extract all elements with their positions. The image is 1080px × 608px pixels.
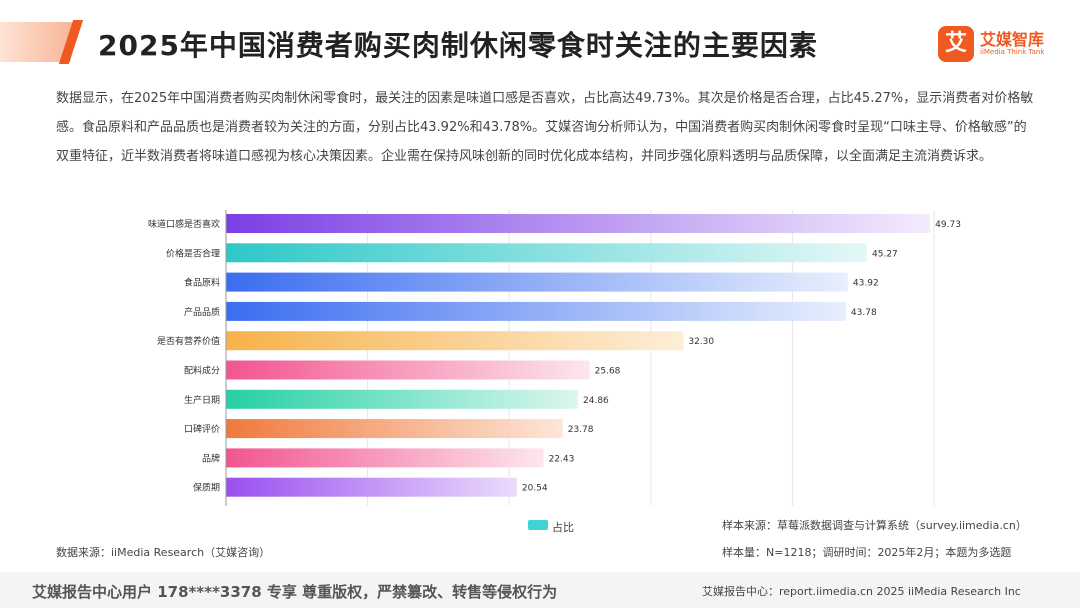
copyright-notice: 艾媒报告中心用户 178****3378 专享 尊重版权，严禁篡改、转售等侵权行… <box>32 583 558 601</box>
category-label: 是否有营养价值 <box>157 335 220 347</box>
brand-logo: 艾 艾媒智库 iiMedia Think Tank <box>938 24 1058 66</box>
bar <box>226 389 579 409</box>
logo-icon: 艾 <box>938 26 974 62</box>
data-source-note: 数据来源：iiMedia Research（艾媒咨询） <box>56 546 271 559</box>
bar-chart: 味道口感是否喜欢 49.73 价格是否合理 45.27 食品原料 43.92 产品品质 43.… <box>148 210 961 506</box>
value-label: 23.78 <box>568 425 594 435</box>
bar <box>226 419 563 439</box>
footer-band <box>0 572 1080 608</box>
value-label: 32.30 <box>688 337 714 347</box>
logo-name: 艾媒智库 <box>980 30 1045 49</box>
category-label: 价格是否合理 <box>166 247 220 259</box>
bar <box>226 214 931 233</box>
value-label: 25.68 <box>595 367 621 377</box>
category-label: 味道口感是否喜欢 <box>148 218 220 230</box>
logo-subtitle: iiMedia Think Tank <box>980 48 1045 56</box>
category-label: 生产日期 <box>184 394 220 406</box>
value-label: 22.43 <box>549 454 575 464</box>
bar <box>226 301 846 321</box>
category-label: 保质期 <box>193 482 220 494</box>
category-label: 品牌 <box>202 452 220 464</box>
bar <box>226 360 590 380</box>
sample-size-note: 样本量：N=1218；调研时间：2025年2月；本题为多选题 <box>722 546 1012 559</box>
legend-swatch <box>528 520 548 530</box>
bar <box>226 448 544 468</box>
bar <box>226 477 517 497</box>
sample-source-note: 样本来源：草莓派数据调查与计算系统（survey.iimedia.cn） <box>722 519 1027 532</box>
value-label: 43.78 <box>851 308 877 318</box>
report-center-link: 艾媒报告中心：report.iimedia.cn 2025 iiMedia Re… <box>702 585 1021 598</box>
value-label: 49.73 <box>935 220 961 230</box>
bar <box>226 272 848 292</box>
bar <box>226 331 684 351</box>
value-label: 20.54 <box>522 484 548 494</box>
bar <box>226 243 868 263</box>
value-label: 24.86 <box>583 396 609 406</box>
page-title: 2025年中国消费者购买肉制休闲零食时关注的主要因素 <box>98 29 818 62</box>
category-label: 口碑评价 <box>184 423 220 435</box>
description-text: 数据显示，在2025年中国消费者购买肉制休闲零食时，最关注的因素是味道口感是否喜… <box>56 91 1034 164</box>
value-label: 43.92 <box>853 279 879 289</box>
value-label: 45.27 <box>872 249 898 259</box>
legend-label: 占比 <box>552 521 574 534</box>
header: 2025年中国消费者购买肉制休闲零食时关注的主要因素 艾 艾媒智库 iiMedi… <box>0 0 1080 80</box>
category-label: 配料成分 <box>184 365 220 377</box>
category-label: 产品品质 <box>184 306 220 318</box>
category-label: 食品原料 <box>184 277 220 289</box>
